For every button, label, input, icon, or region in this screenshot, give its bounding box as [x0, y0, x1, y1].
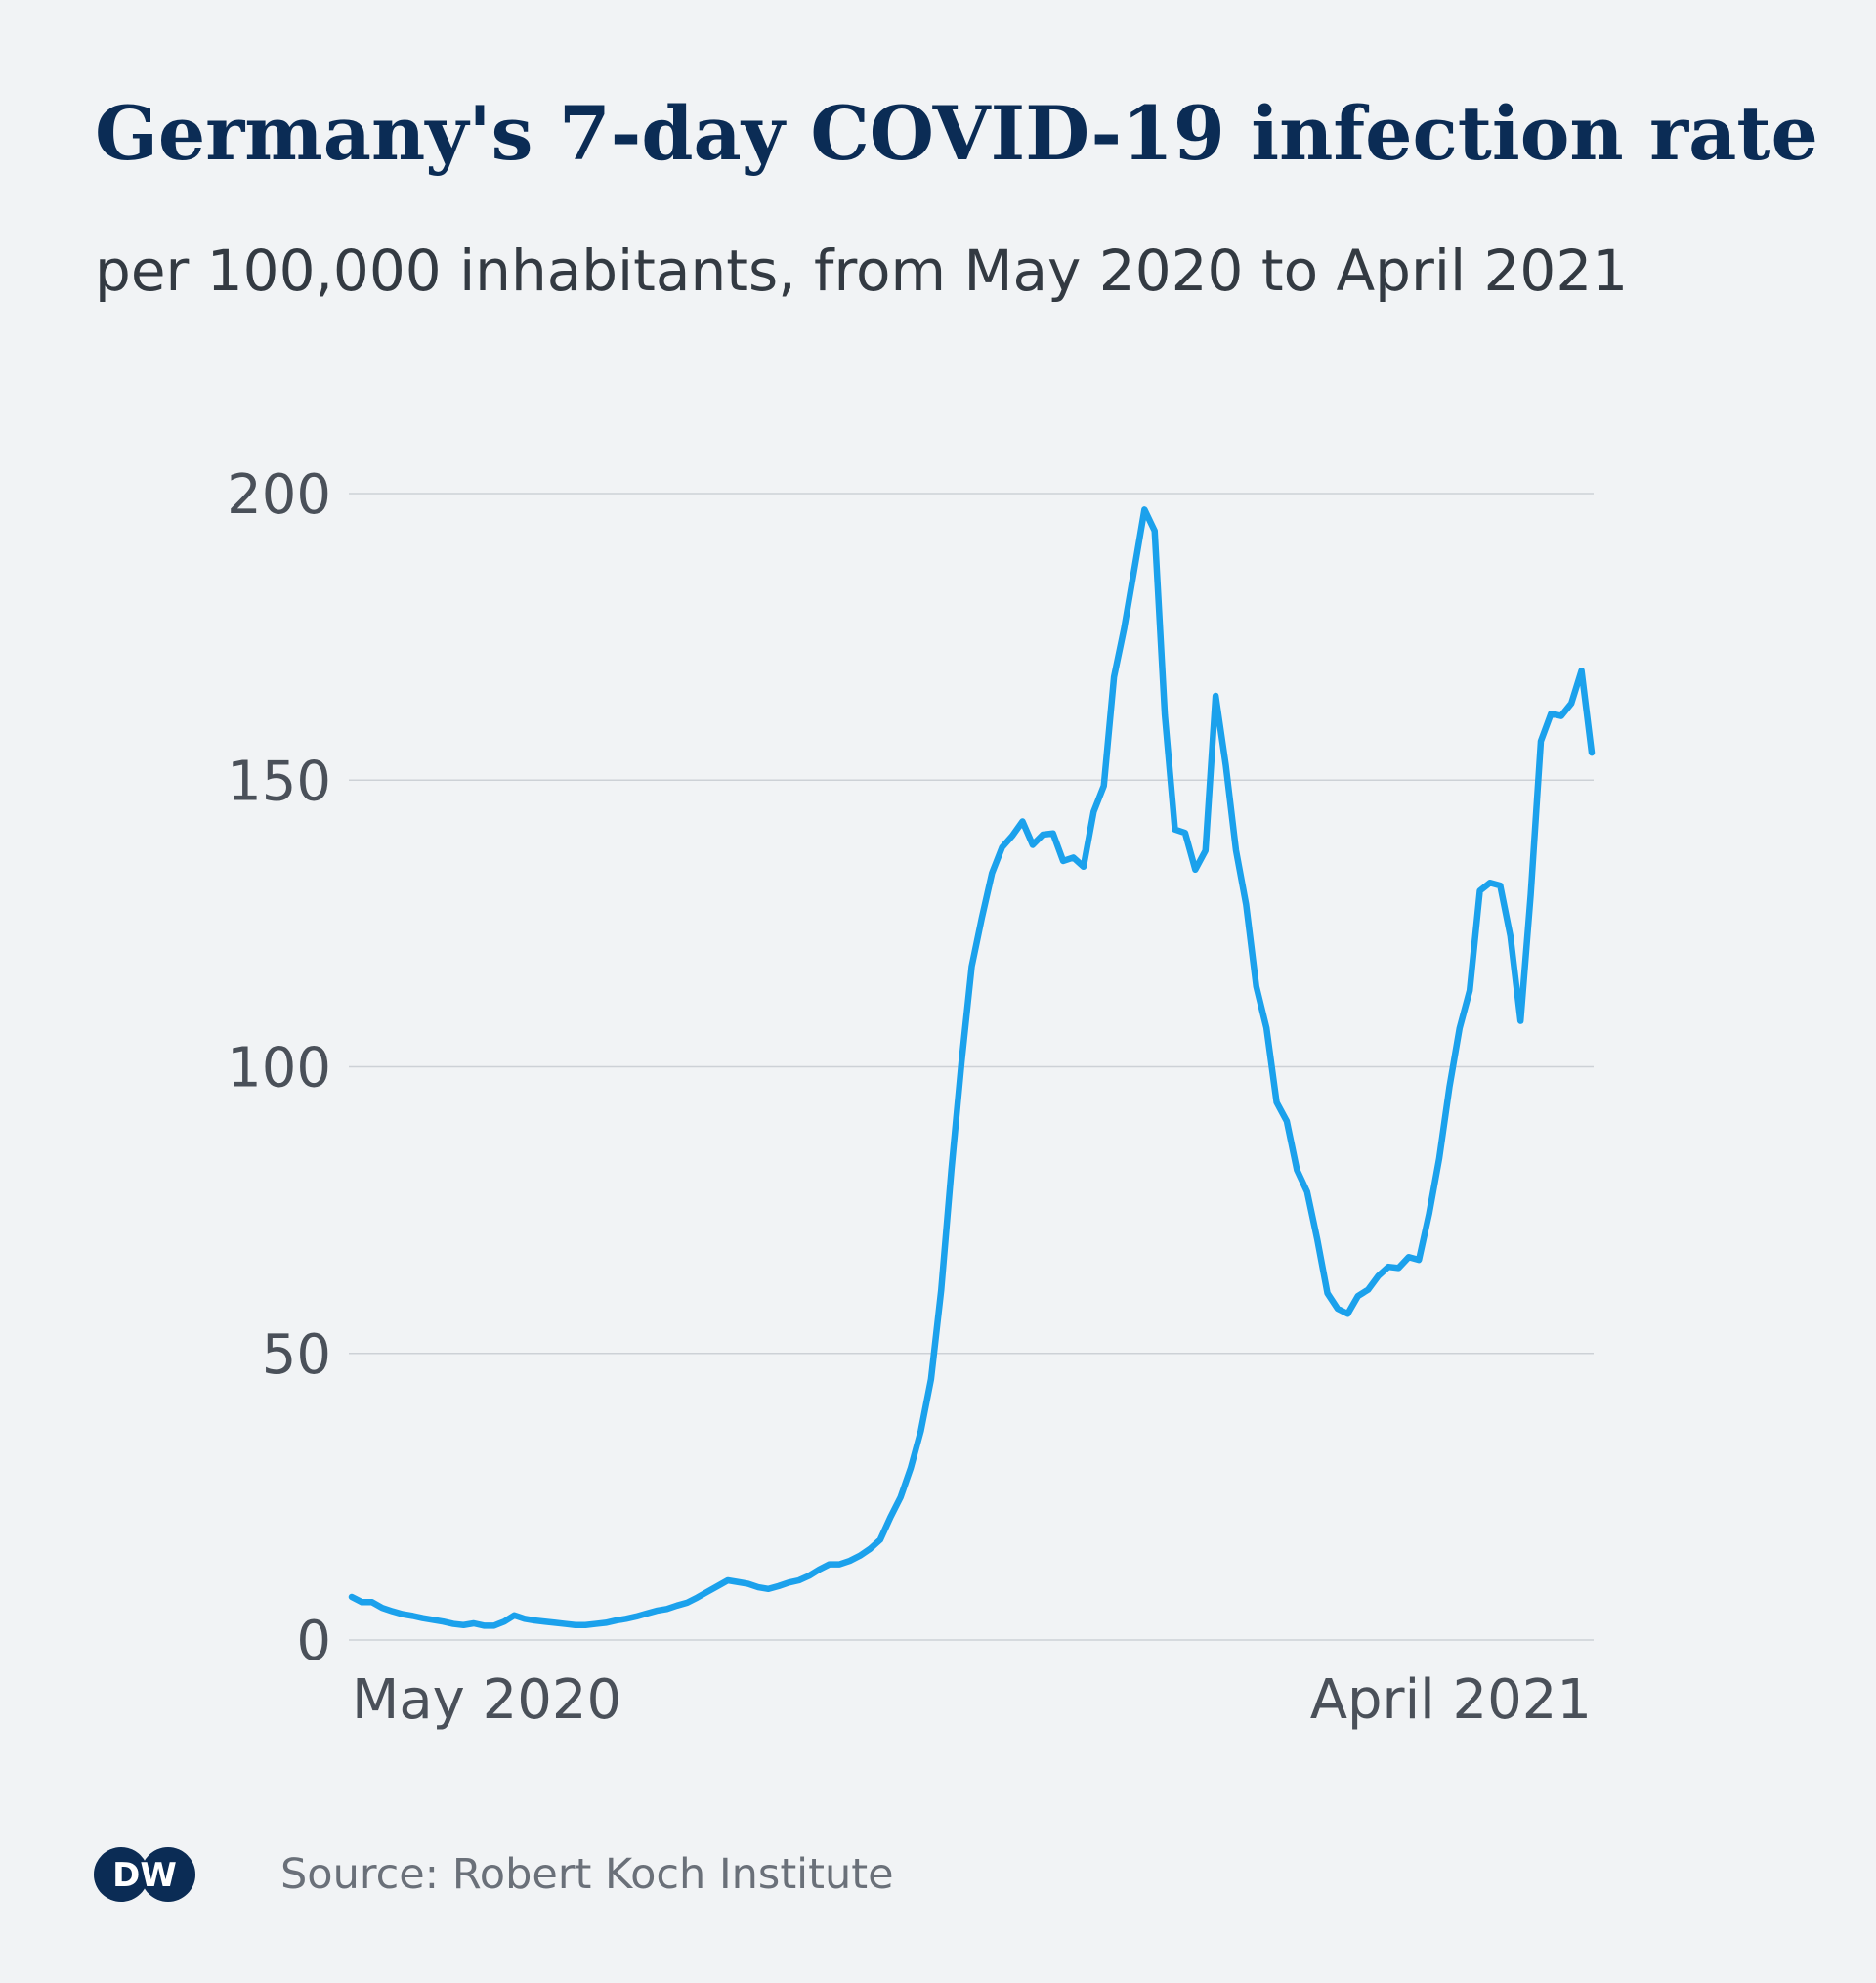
chart-title: Germany's 7-day COVID-19 infection rate [95, 90, 1818, 177]
logo-circle [141, 1847, 195, 1902]
logo: DW [94, 1847, 195, 1902]
y-tick-label: 50 [262, 1323, 331, 1387]
y-tick-label: 150 [227, 750, 331, 813]
logo-text: DW [112, 1856, 177, 1895]
x-tick-label: April 2021 [1310, 1668, 1592, 1732]
data-line [348, 506, 1596, 1629]
y-tick-label: 0 [296, 1610, 331, 1673]
y-tick-label: 100 [227, 1037, 331, 1100]
y-tick-label: 200 [227, 463, 331, 527]
chart-subtitle: per 100,000 inhabitants, from May 2020 t… [95, 237, 1628, 304]
x-tick-label: May 2020 [352, 1668, 621, 1732]
source: Source: Robert Koch Institute [280, 1850, 894, 1899]
logo-circle [94, 1847, 149, 1902]
